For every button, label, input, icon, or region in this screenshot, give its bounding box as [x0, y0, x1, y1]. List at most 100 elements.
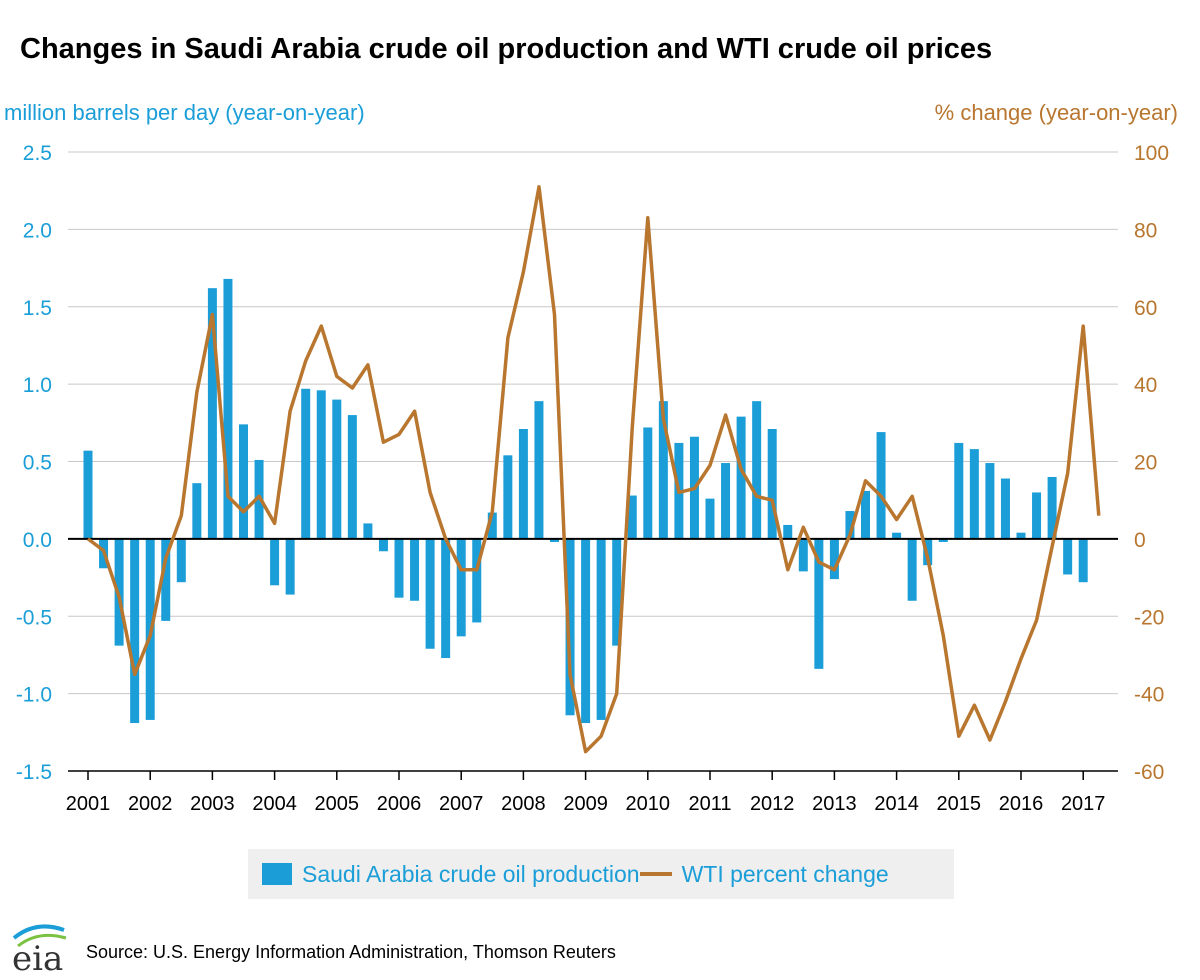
bar	[394, 538, 404, 598]
bar	[892, 532, 902, 539]
bar	[767, 429, 777, 539]
bar	[845, 511, 855, 539]
bar	[410, 538, 420, 601]
left-tick-label: -1.0	[16, 684, 52, 707]
x-tick-label: 2014	[874, 793, 919, 815]
x-tick-label: 2003	[190, 793, 235, 815]
bar	[752, 401, 762, 539]
x-tick-label: 2016	[999, 793, 1044, 815]
x-tick-label: 2008	[501, 793, 546, 815]
x-tick-label: 2011	[688, 793, 731, 815]
x-tick-label: 2010	[626, 793, 671, 815]
bar	[487, 512, 497, 539]
bar	[736, 416, 746, 539]
bar	[192, 483, 202, 539]
bar	[550, 538, 559, 542]
bar	[985, 463, 995, 539]
x-tick-label: 2015	[937, 793, 982, 815]
bar	[456, 538, 466, 637]
legend: Saudi Arabia crude oil production WTI pe…	[248, 849, 954, 899]
bar	[565, 538, 575, 716]
bar	[518, 429, 528, 539]
bar	[1032, 492, 1042, 539]
bar	[721, 463, 731, 539]
bar	[223, 278, 233, 539]
left-axis-label: million barrels per day (year-on-year)	[4, 100, 365, 125]
legend-line-label: WTI percent change	[681, 860, 889, 887]
source-note: Source: U.S. Energy Information Administ…	[86, 942, 616, 962]
bar	[285, 538, 295, 595]
bar	[316, 390, 326, 539]
bar	[1047, 476, 1057, 539]
bar	[270, 538, 280, 586]
bar	[581, 538, 591, 724]
bar	[658, 401, 668, 539]
bar	[954, 442, 964, 539]
left-tick-label: 1.0	[23, 374, 52, 397]
x-tick-label: 2007	[439, 793, 484, 815]
bar	[705, 498, 715, 539]
x-tick-label: 2002	[128, 793, 173, 815]
bar	[596, 538, 606, 720]
chart-title: Changes in Saudi Arabia crude oil produc…	[20, 33, 993, 65]
right-tick-label: 40	[1134, 374, 1157, 397]
bar	[503, 455, 513, 539]
legend-bar-label: Saudi Arabia crude oil production	[302, 860, 640, 887]
bar	[798, 538, 808, 572]
left-tick-label: 1.5	[23, 297, 52, 320]
x-tick-label: 2006	[377, 793, 422, 815]
bar	[627, 495, 637, 539]
bar	[332, 399, 342, 539]
bar	[161, 538, 171, 621]
left-tick-label: -0.5	[16, 606, 52, 629]
bar	[347, 415, 357, 539]
bar	[861, 490, 870, 539]
bar	[643, 427, 653, 539]
bar	[876, 432, 886, 539]
bar	[814, 538, 824, 669]
right-tick-label: 60	[1134, 297, 1157, 320]
legend-item-bars: Saudi Arabia crude oil production	[248, 861, 640, 888]
right-tick-label: 100	[1134, 142, 1169, 165]
bar	[363, 523, 373, 539]
right-axis-label: % change (year-on-year)	[934, 100, 1178, 125]
x-tick-label: 2017	[1061, 793, 1106, 815]
right-tick-label: -20	[1134, 606, 1164, 629]
bar	[1016, 532, 1026, 539]
wti-line	[86, 185, 1101, 754]
right-tick-label: -60	[1134, 761, 1164, 784]
legend-line-swatch	[639, 872, 672, 876]
bar	[612, 538, 622, 646]
right-tick-label: 20	[1134, 452, 1157, 475]
x-tick-label: 2013	[812, 793, 857, 815]
right-tick-label: 80	[1134, 219, 1157, 242]
x-tick-label: 2012	[750, 793, 795, 815]
bar	[1000, 478, 1010, 539]
bar	[907, 538, 917, 601]
x-tick-label: 2001	[66, 793, 111, 815]
right-tick-label: 0	[1134, 529, 1146, 552]
x-tick-label: 2004	[252, 793, 297, 815]
x-tick-label: 2009	[563, 793, 608, 815]
bar	[829, 538, 839, 580]
x-tick-label: 2005	[315, 793, 360, 815]
bar	[441, 538, 451, 659]
bar	[301, 388, 311, 539]
bar	[378, 538, 388, 552]
right-tick-label: -40	[1134, 684, 1164, 707]
left-tick-label: 0.5	[23, 452, 52, 475]
bar	[472, 538, 482, 623]
bar	[83, 450, 93, 539]
bar	[130, 538, 140, 724]
svg-text:eia: eia	[12, 939, 63, 976]
bar	[207, 288, 217, 539]
bar	[783, 524, 793, 539]
legend-bar-swatch	[262, 863, 292, 885]
left-tick-label: 0.0	[23, 529, 52, 552]
bar	[1063, 538, 1073, 575]
bar	[425, 538, 435, 649]
bar	[1078, 538, 1088, 583]
bar	[969, 449, 979, 539]
bar	[239, 424, 248, 539]
left-tick-label: 2.5	[23, 142, 52, 165]
